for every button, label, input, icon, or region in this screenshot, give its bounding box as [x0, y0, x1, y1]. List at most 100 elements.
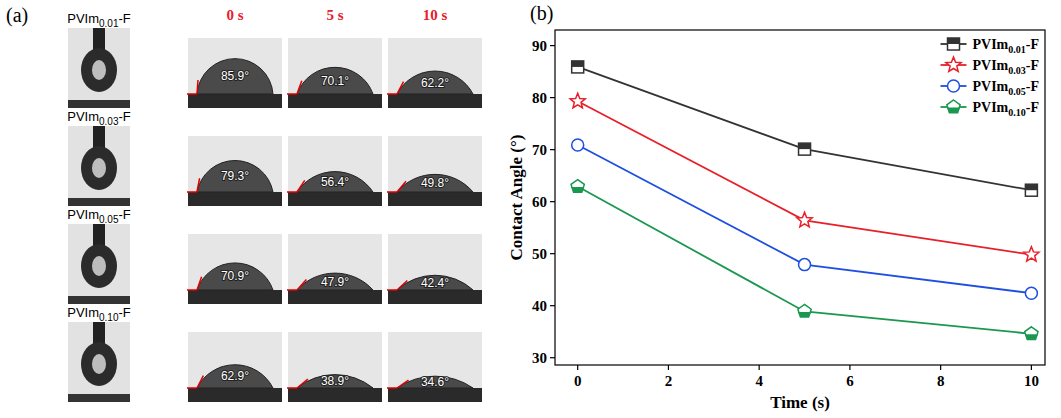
substrate [68, 100, 130, 108]
substrate [388, 290, 482, 304]
time-label: 0 s [226, 7, 243, 23]
y-tick [550, 45, 555, 46]
sample-label: PVIm0.03-F [67, 109, 131, 127]
y-tick [550, 253, 555, 254]
angle-tangent [397, 380, 409, 388]
angle-baseline [287, 289, 297, 291]
angle-label: 62.2° [421, 76, 449, 90]
x-tick-label: 6 [846, 373, 854, 389]
series-line [578, 187, 1032, 334]
x-tick [1031, 365, 1032, 370]
series-marker [1025, 327, 1038, 340]
legend-marker [948, 38, 960, 50]
series-line [578, 145, 1032, 293]
droplet-photo [288, 234, 382, 304]
marker-part [572, 139, 584, 151]
x-tick [940, 365, 941, 370]
y-tick-label: 80 [532, 90, 547, 106]
angle-tangent [197, 376, 203, 388]
marker-part [798, 304, 811, 317]
angle-tangent [397, 181, 406, 192]
marker-part [1025, 184, 1037, 196]
x-tick-label: 8 [937, 373, 945, 389]
sample-label: PVIm0.10-F [67, 305, 131, 323]
marker-part [1025, 287, 1037, 299]
sample-row: PVIm0.10-F62.9°38.9°34.6° [67, 305, 482, 402]
marker-part [572, 61, 584, 73]
droplet [397, 174, 473, 192]
y-tick-label: 90 [532, 38, 547, 54]
series-line [578, 101, 1032, 254]
angle-baseline [287, 191, 297, 193]
substrate [388, 192, 482, 206]
pendant-photo [68, 322, 130, 402]
substrate [388, 94, 482, 108]
pendant-drop [81, 146, 117, 190]
sample-row: PVIm0.01-F85.9°70.1°62.2° [67, 11, 482, 108]
sample-row: PVIm0.05-F70.9°47.9°42.4° [67, 207, 482, 304]
series-marker [1024, 247, 1039, 261]
marker-part [948, 80, 960, 92]
legend-label: PVIm0.01-F [973, 37, 1040, 55]
series-marker [799, 143, 811, 155]
marker-part [799, 259, 811, 271]
substrate [68, 394, 130, 402]
drop-highlight [92, 60, 106, 80]
y-tick-label: 30 [532, 350, 547, 366]
droplet [297, 172, 373, 192]
y-tick [550, 305, 555, 306]
x-axis-title: Time (s) [770, 393, 830, 412]
droplet [397, 275, 473, 290]
angle-label: 56.4° [321, 175, 349, 189]
angle-label: 70.9° [221, 269, 249, 283]
marker-part [799, 143, 811, 149]
marker-part [946, 57, 961, 71]
angle-baseline [287, 93, 297, 95]
needle [93, 224, 105, 246]
plot-frame [555, 30, 1045, 365]
droplet [197, 161, 273, 192]
data-area [570, 61, 1039, 340]
angle-baseline [387, 387, 397, 389]
marker-part [572, 61, 584, 67]
substrate [68, 296, 130, 304]
substrate [288, 388, 382, 402]
x-tick-label: 4 [755, 373, 763, 389]
series-marker [571, 180, 584, 193]
angle-label: 85.9° [221, 69, 249, 83]
droplet-photo [288, 332, 382, 402]
angle-label: 47.9° [321, 275, 349, 289]
droplet-photo [388, 234, 482, 304]
marker-part [571, 187, 584, 192]
legend-marker [946, 57, 961, 71]
angle-baseline [387, 93, 397, 95]
needle [93, 322, 105, 344]
series-marker [572, 139, 584, 151]
angle-label: 34.6° [421, 375, 449, 389]
droplet-photo [288, 38, 382, 108]
marker-part [570, 93, 585, 107]
drop-highlight [92, 354, 106, 374]
angle-baseline [287, 387, 297, 389]
angle-label: 49.8° [421, 176, 449, 190]
pendant-photo [68, 224, 130, 304]
x-tick [577, 365, 578, 370]
series-marker [797, 212, 812, 226]
y-tick [550, 97, 555, 98]
series-marker [1025, 184, 1037, 196]
substrate [388, 388, 482, 402]
y-tick [550, 201, 555, 202]
marker-part [1025, 334, 1038, 339]
y-axis-title: Contact Angle (°) [507, 135, 526, 261]
angle-baseline [187, 191, 197, 193]
angle-label: 38.9° [321, 374, 349, 388]
series-marker [1025, 287, 1037, 299]
angle-tangent [197, 178, 200, 192]
x-tick [668, 365, 669, 370]
marker-part [798, 312, 811, 317]
x-tick [849, 365, 850, 370]
marker-part [948, 38, 960, 50]
time-label: 5 s [326, 7, 343, 23]
y-tick [550, 149, 555, 150]
angle-tangent [297, 81, 302, 94]
